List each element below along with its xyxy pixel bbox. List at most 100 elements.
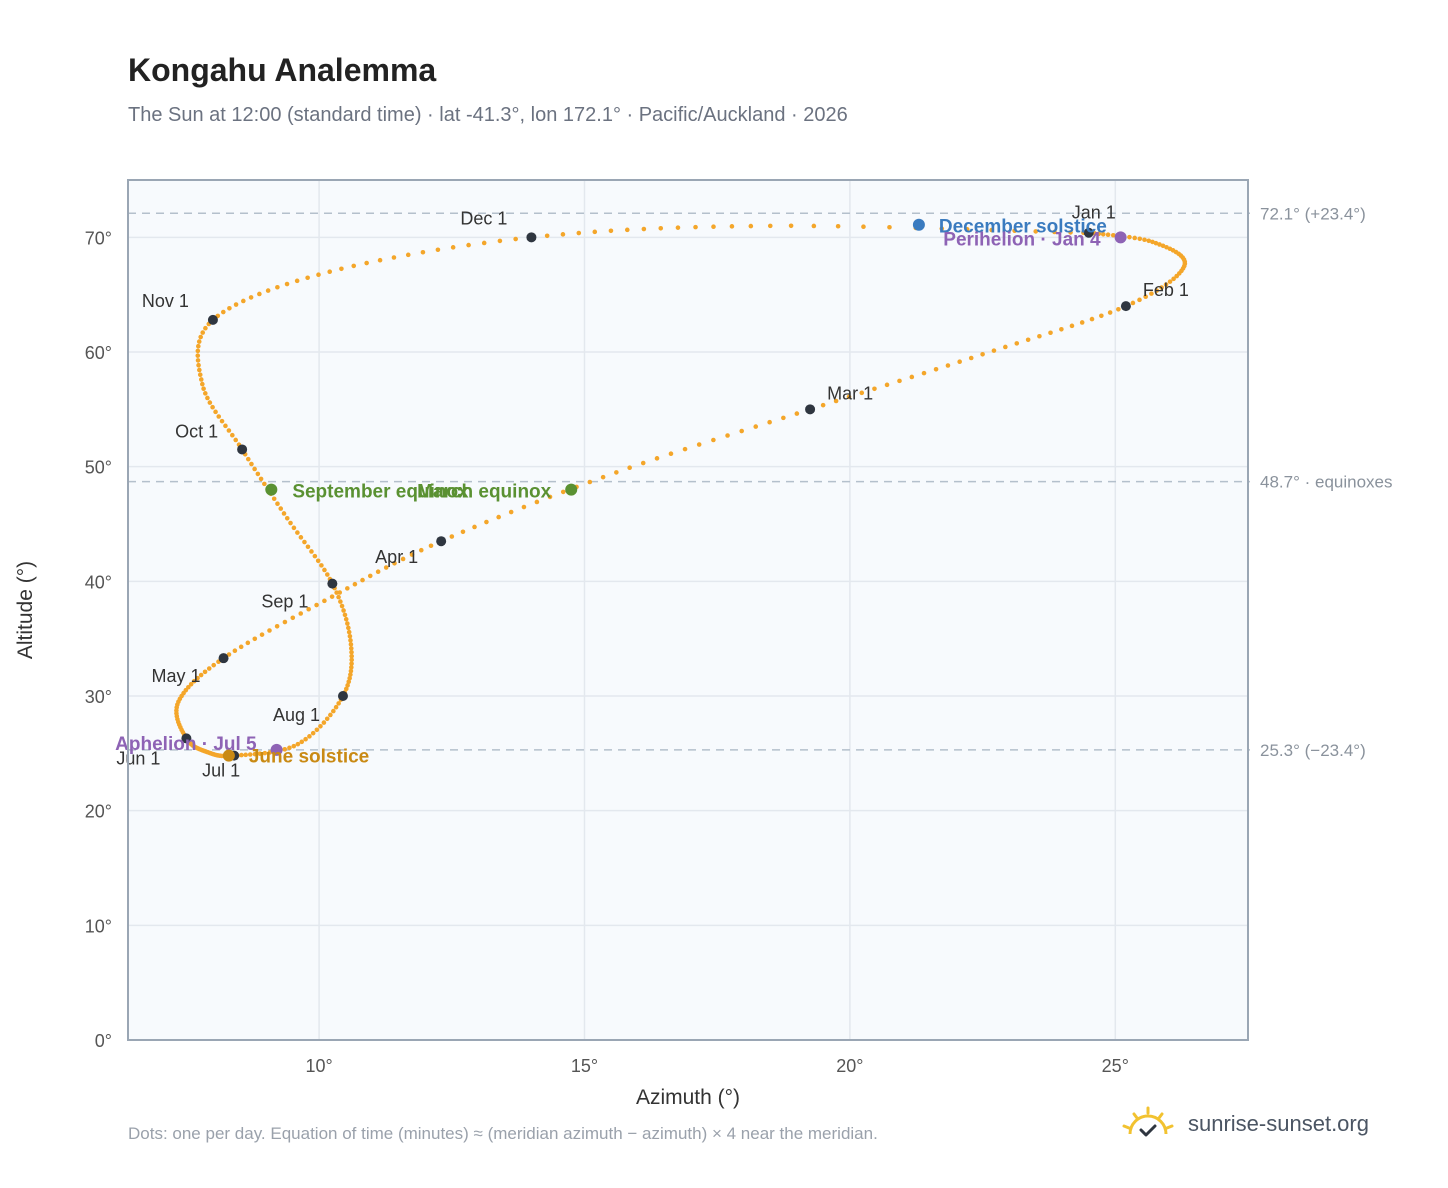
day-dot bbox=[739, 428, 744, 434]
day-dot bbox=[420, 249, 426, 255]
day-dot bbox=[291, 525, 297, 531]
day-dot bbox=[788, 223, 794, 229]
day-dot bbox=[1079, 320, 1085, 325]
month-marker-label: Nov 1 bbox=[142, 291, 189, 311]
day-dot bbox=[245, 640, 251, 646]
day-dot bbox=[600, 474, 606, 480]
day-dot bbox=[345, 586, 350, 591]
day-dot bbox=[333, 704, 339, 710]
day-dot bbox=[884, 382, 890, 388]
day-dot bbox=[349, 665, 354, 670]
day-dot bbox=[271, 496, 277, 502]
day-dot bbox=[496, 514, 501, 520]
y-tick-label: 60° bbox=[85, 343, 112, 363]
day-dot bbox=[449, 534, 455, 539]
day-dot bbox=[811, 223, 817, 229]
day-dot bbox=[945, 363, 951, 368]
day-dot bbox=[200, 381, 205, 387]
day-dot bbox=[654, 456, 660, 461]
day-dot bbox=[291, 743, 297, 749]
day-dot bbox=[1163, 282, 1169, 287]
event-marker bbox=[912, 218, 925, 231]
footnote: Dots: one per day. Equation of time (min… bbox=[128, 1124, 878, 1143]
day-dot bbox=[472, 524, 477, 530]
x-axis-label: Azimuth (°) bbox=[636, 1086, 740, 1109]
day-dot bbox=[897, 378, 902, 384]
day-dot bbox=[282, 619, 288, 625]
day-dot bbox=[211, 662, 217, 668]
day-dot bbox=[1068, 230, 1073, 235]
day-dot bbox=[345, 683, 350, 688]
day-dot bbox=[1033, 229, 1039, 234]
day-dot bbox=[909, 374, 915, 380]
x-tick-label: 20° bbox=[836, 1056, 863, 1076]
day-dot bbox=[305, 275, 310, 281]
plot-frame bbox=[127, 179, 1249, 1041]
month-marker bbox=[526, 232, 537, 243]
day-dot bbox=[435, 247, 441, 253]
day-dot bbox=[288, 520, 293, 526]
day-dot bbox=[1127, 234, 1132, 240]
day-dot bbox=[725, 433, 730, 438]
day-dot bbox=[298, 611, 304, 616]
day-dot bbox=[238, 644, 244, 650]
reference-line-label: 48.7° · equinoxes bbox=[1260, 473, 1393, 492]
day-dot bbox=[275, 284, 280, 290]
day-dot bbox=[1037, 333, 1042, 339]
day-dot bbox=[262, 750, 268, 756]
day-dot bbox=[284, 515, 290, 521]
day-dot bbox=[1048, 330, 1053, 336]
day-dot bbox=[346, 625, 351, 631]
day-dot bbox=[859, 390, 865, 396]
day-dot bbox=[319, 563, 324, 568]
day-dot bbox=[409, 552, 415, 557]
day-dot bbox=[1105, 232, 1111, 238]
day-dot bbox=[521, 504, 527, 510]
day-dot bbox=[306, 606, 311, 612]
day-dot bbox=[188, 681, 194, 687]
day-dot bbox=[198, 377, 204, 382]
x-tick-label: 15° bbox=[571, 1056, 598, 1076]
day-dot bbox=[560, 489, 566, 495]
day-dot bbox=[608, 228, 614, 234]
day-dot bbox=[351, 263, 357, 269]
day-dot bbox=[1096, 231, 1102, 237]
day-dot bbox=[252, 636, 258, 642]
event-marker bbox=[222, 749, 235, 762]
day-dot bbox=[295, 741, 301, 747]
day-dot bbox=[232, 648, 238, 654]
day-dot bbox=[316, 272, 321, 278]
month-marker bbox=[805, 404, 816, 415]
day-dot bbox=[696, 442, 702, 447]
day-dot bbox=[281, 511, 287, 516]
event-marker bbox=[565, 483, 578, 496]
day-dot bbox=[391, 255, 397, 260]
day-dot bbox=[1146, 238, 1152, 244]
day-dot bbox=[259, 632, 265, 637]
day-dot bbox=[206, 666, 212, 671]
analemma-path bbox=[174, 223, 1188, 759]
day-dot bbox=[1171, 276, 1176, 282]
day-dot bbox=[343, 686, 349, 692]
day-dot bbox=[887, 224, 892, 230]
day-dot bbox=[640, 460, 646, 466]
day-dot bbox=[314, 602, 319, 608]
day-dot bbox=[497, 238, 503, 244]
sun-logo-icon bbox=[1122, 1106, 1174, 1137]
day-dot bbox=[294, 278, 300, 284]
day-dot bbox=[375, 569, 381, 575]
day-dot bbox=[346, 679, 352, 685]
day-dot bbox=[241, 298, 246, 304]
y-tick-label: 10° bbox=[85, 916, 112, 936]
month-marker-label: Apr 1 bbox=[375, 547, 418, 567]
day-dot bbox=[794, 411, 800, 416]
day-dot bbox=[544, 233, 550, 239]
day-dot bbox=[207, 400, 213, 405]
month-marker-label: Dec 1 bbox=[460, 208, 507, 228]
brand-logo[interactable]: sunrise-sunset.org bbox=[1120, 1102, 1369, 1146]
reference-lines: 72.1° (+23.4°) 48.7° · equinoxes 25.3° (−2… bbox=[128, 204, 1393, 760]
day-dot bbox=[1107, 310, 1113, 315]
day-dot bbox=[307, 734, 312, 739]
day-dot bbox=[257, 291, 262, 297]
brand-name: sunrise-sunset.org bbox=[1188, 1111, 1369, 1136]
